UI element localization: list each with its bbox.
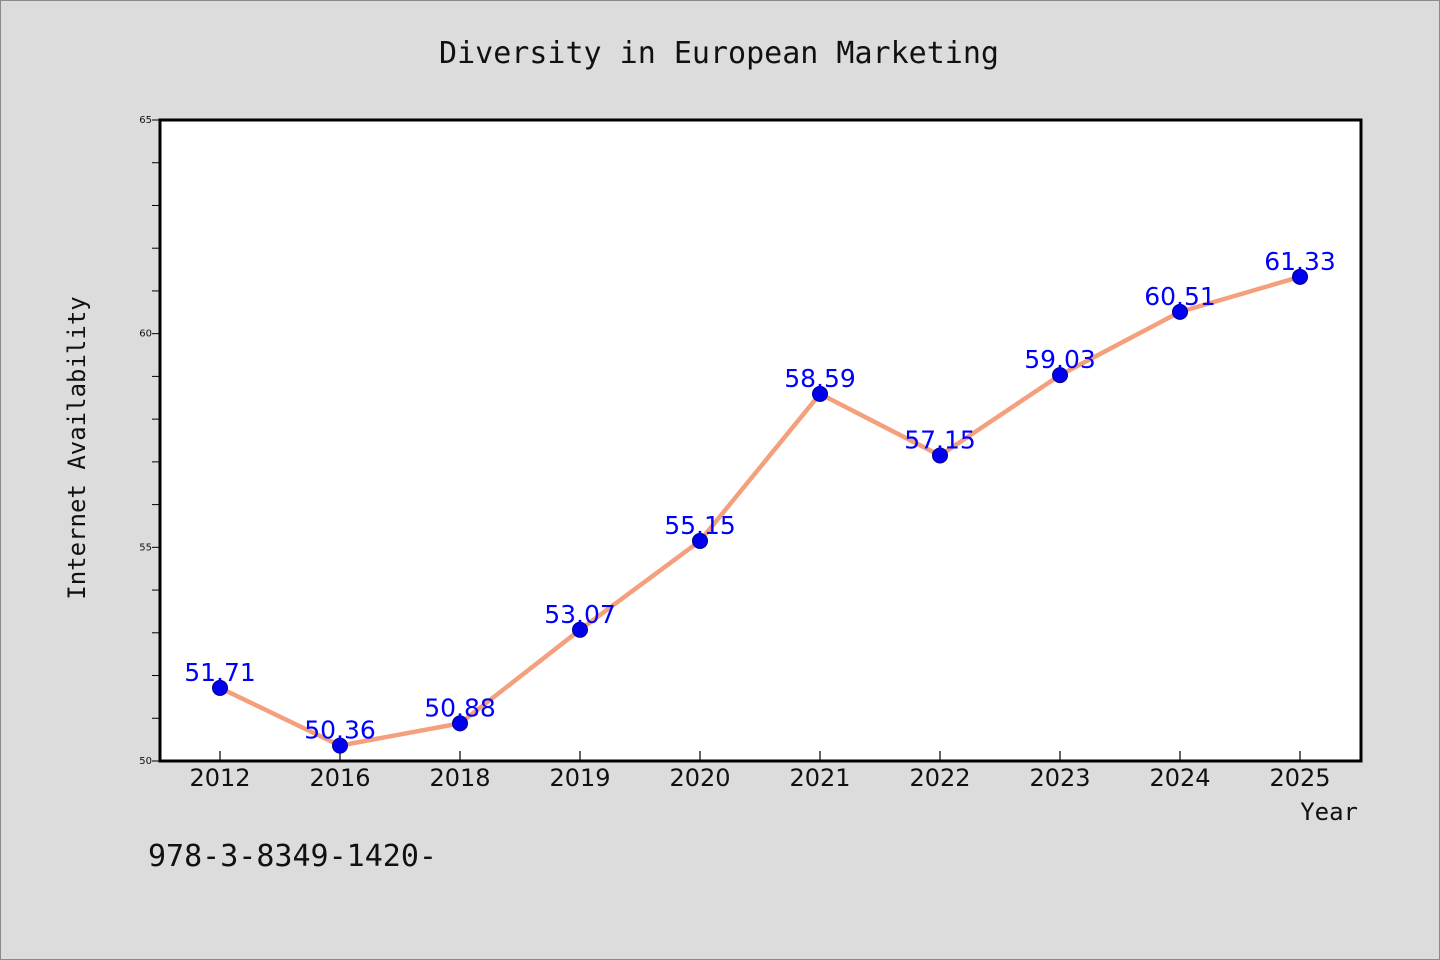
x-axis-label: Year [1300, 798, 1358, 826]
data-label: 58.59 [784, 364, 856, 393]
data-label: 50.36 [304, 716, 376, 745]
x-tick-label: 2012 [189, 764, 250, 792]
data-label: 50.88 [424, 693, 496, 722]
data-label: 51.71 [184, 658, 256, 687]
y-axis: 50 55 60 65 [139, 115, 160, 767]
data-point [692, 532, 708, 549]
data-label: 55.15 [664, 511, 736, 540]
data-point [332, 737, 348, 754]
x-axis: 2012 2016 2018 2019 2020 2021 2022 2023 2024 2025 [189, 751, 1331, 792]
data-label: 57.15 [904, 425, 976, 454]
x-tick-label: 2019 [549, 764, 610, 792]
series-line [219, 274, 1301, 748]
data-point [1292, 268, 1308, 285]
data-label: 60.51 [1144, 282, 1216, 311]
y-tick-label: 60 [139, 329, 152, 340]
x-tick-label: 2020 [669, 764, 730, 792]
x-tick-label: 2025 [1269, 764, 1330, 792]
data-point [452, 715, 468, 732]
data-point [212, 679, 228, 696]
data-point [932, 447, 948, 464]
plot-area [158, 118, 1363, 763]
data-point [572, 621, 588, 638]
series-1: 51.71 50.36 50.88 53.07 55.15 58.59 57.15 59.03… [184, 247, 1336, 754]
x-tick-label: 2021 [789, 764, 850, 792]
y-axis-label: Internet Availability [63, 296, 91, 599]
y-tick-label: 55 [139, 542, 152, 553]
caption-text: 978-3-8349-1420- [148, 839, 437, 874]
x-tick-label: 2023 [1029, 764, 1090, 792]
data-point [1052, 367, 1068, 384]
y-tick-label: 50 [139, 756, 152, 767]
data-label: 61.33 [1264, 247, 1336, 276]
y-tick-label: 65 [139, 115, 152, 126]
x-tick-label: 2018 [429, 764, 490, 792]
data-label: 53.07 [544, 600, 616, 629]
x-tick-label: 2016 [309, 764, 370, 792]
x-tick-label: 2024 [1149, 764, 1210, 792]
data-point [812, 385, 828, 402]
data-point [1172, 303, 1188, 320]
chart-title: Diversity in European Marketing [439, 36, 999, 71]
x-tick-label: 2022 [909, 764, 970, 792]
data-label: 59.03 [1024, 345, 1096, 374]
